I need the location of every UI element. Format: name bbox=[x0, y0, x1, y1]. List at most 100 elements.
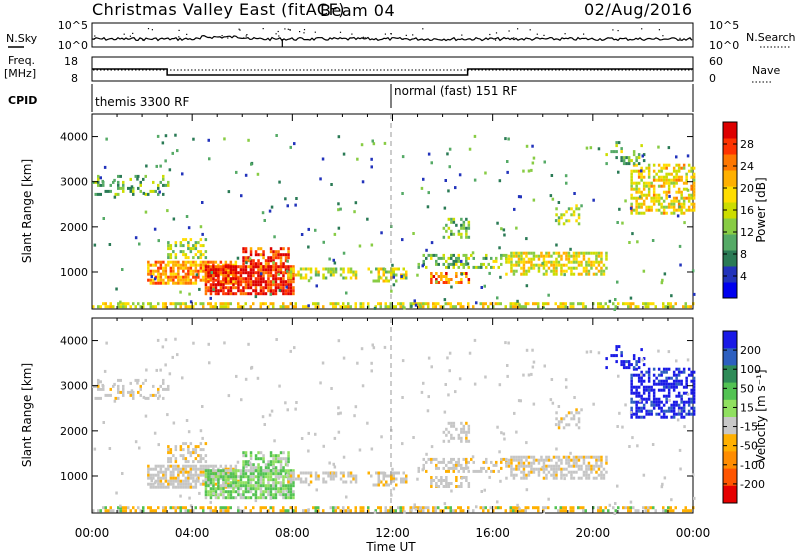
velocity-cell bbox=[157, 473, 160, 477]
velocity-cell bbox=[242, 490, 245, 494]
velocity-cell bbox=[602, 473, 606, 477]
velocity-cell bbox=[214, 464, 218, 468]
velocity-cell bbox=[304, 480, 308, 484]
velocity-cell bbox=[492, 463, 495, 467]
velocity-cell bbox=[584, 509, 587, 513]
power-cell bbox=[247, 277, 250, 281]
power-cell bbox=[504, 305, 507, 309]
velocity-cell bbox=[395, 477, 398, 481]
velocity-cell bbox=[555, 476, 558, 480]
power-cell bbox=[137, 174, 140, 178]
velocity-cell bbox=[457, 436, 461, 440]
power-cell bbox=[167, 180, 170, 184]
velocity-cell bbox=[522, 464, 526, 468]
power-cell bbox=[435, 259, 438, 263]
velocity-cell bbox=[515, 464, 518, 468]
power-cell bbox=[647, 175, 651, 179]
velocity-cell bbox=[467, 509, 470, 513]
power-cell bbox=[347, 267, 350, 271]
power-cell bbox=[154, 281, 158, 285]
velocity-cell bbox=[560, 470, 563, 474]
velocity-cell bbox=[510, 473, 513, 477]
velocity-cell bbox=[684, 509, 687, 513]
power-cell bbox=[277, 250, 280, 254]
velocity-cell bbox=[304, 471, 308, 475]
velocity-cell bbox=[647, 385, 651, 389]
velocity-cell bbox=[682, 367, 686, 371]
power-cell bbox=[637, 202, 641, 206]
velocity-cell bbox=[435, 476, 438, 479]
noise-search-dot bbox=[303, 32, 305, 34]
velocity-cell bbox=[422, 463, 425, 467]
power-cell bbox=[254, 289, 258, 293]
power-cell bbox=[234, 260, 238, 264]
velocity-cell bbox=[657, 403, 661, 407]
velocity-cell bbox=[587, 461, 591, 465]
velocity-cell bbox=[287, 484, 290, 488]
power-cell bbox=[262, 250, 265, 254]
velocity-cell bbox=[244, 451, 248, 455]
power-cell bbox=[337, 135, 341, 139]
power-cell bbox=[557, 222, 561, 226]
velocity-cell bbox=[647, 373, 651, 377]
velocity-cell bbox=[259, 484, 263, 488]
power-cell bbox=[164, 272, 168, 276]
velocity-cell bbox=[685, 391, 688, 395]
power-cell bbox=[164, 159, 167, 163]
power-cell bbox=[672, 196, 676, 200]
power-cell bbox=[245, 261, 248, 265]
velocity-cell bbox=[663, 476, 667, 480]
velocity-cell bbox=[550, 458, 553, 462]
velocity-cell bbox=[678, 448, 682, 452]
power-cell bbox=[465, 232, 468, 236]
power-cell bbox=[670, 199, 673, 203]
velocity-cell bbox=[322, 444, 325, 448]
power-cell bbox=[443, 298, 447, 302]
velocity-cell bbox=[392, 471, 395, 475]
power-cell bbox=[254, 265, 258, 269]
velocity-cell bbox=[637, 379, 641, 383]
power-cell bbox=[287, 286, 290, 290]
power-cell bbox=[277, 272, 281, 276]
velocity-cell bbox=[252, 484, 255, 488]
velocity-cell bbox=[199, 467, 203, 471]
power-cell bbox=[662, 208, 666, 212]
velocity-cell bbox=[689, 509, 692, 513]
power-cell bbox=[430, 281, 433, 284]
velocity-cell bbox=[192, 485, 195, 489]
power-cell bbox=[192, 256, 195, 260]
power-cell bbox=[209, 286, 213, 290]
power-cell bbox=[232, 286, 235, 290]
velocity-cell bbox=[518, 507, 521, 511]
power-cell bbox=[227, 274, 230, 278]
velocity-cell bbox=[137, 378, 140, 382]
power-cell bbox=[680, 208, 683, 212]
power-cell bbox=[272, 253, 275, 257]
velocity-cell bbox=[274, 469, 278, 473]
power-cell bbox=[172, 260, 175, 264]
velocity-cell bbox=[665, 415, 668, 419]
velocity-cell bbox=[247, 478, 250, 482]
power-cell bbox=[445, 275, 448, 278]
power-cell bbox=[457, 229, 461, 233]
velocity-cell bbox=[329, 477, 333, 481]
velocity-cell bbox=[567, 461, 571, 465]
power-cell bbox=[515, 263, 518, 267]
velocity-cell bbox=[197, 454, 200, 458]
velocity-cell bbox=[99, 509, 102, 513]
power-cell bbox=[274, 286, 278, 290]
velocity-cell bbox=[274, 496, 278, 500]
power-cell bbox=[187, 244, 190, 248]
power-cell bbox=[445, 229, 448, 233]
velocity-cell bbox=[455, 466, 458, 470]
velocity-cell bbox=[462, 457, 465, 461]
velocity-cell bbox=[327, 474, 330, 478]
velocity-cell bbox=[564, 509, 567, 513]
velocity-cell bbox=[662, 394, 666, 398]
velocity-cell bbox=[239, 481, 243, 485]
power-cell bbox=[382, 270, 385, 274]
velocity-cell bbox=[322, 480, 325, 484]
power-cell bbox=[322, 267, 325, 271]
velocity-cell bbox=[244, 475, 248, 479]
velocity-cell bbox=[132, 390, 135, 394]
